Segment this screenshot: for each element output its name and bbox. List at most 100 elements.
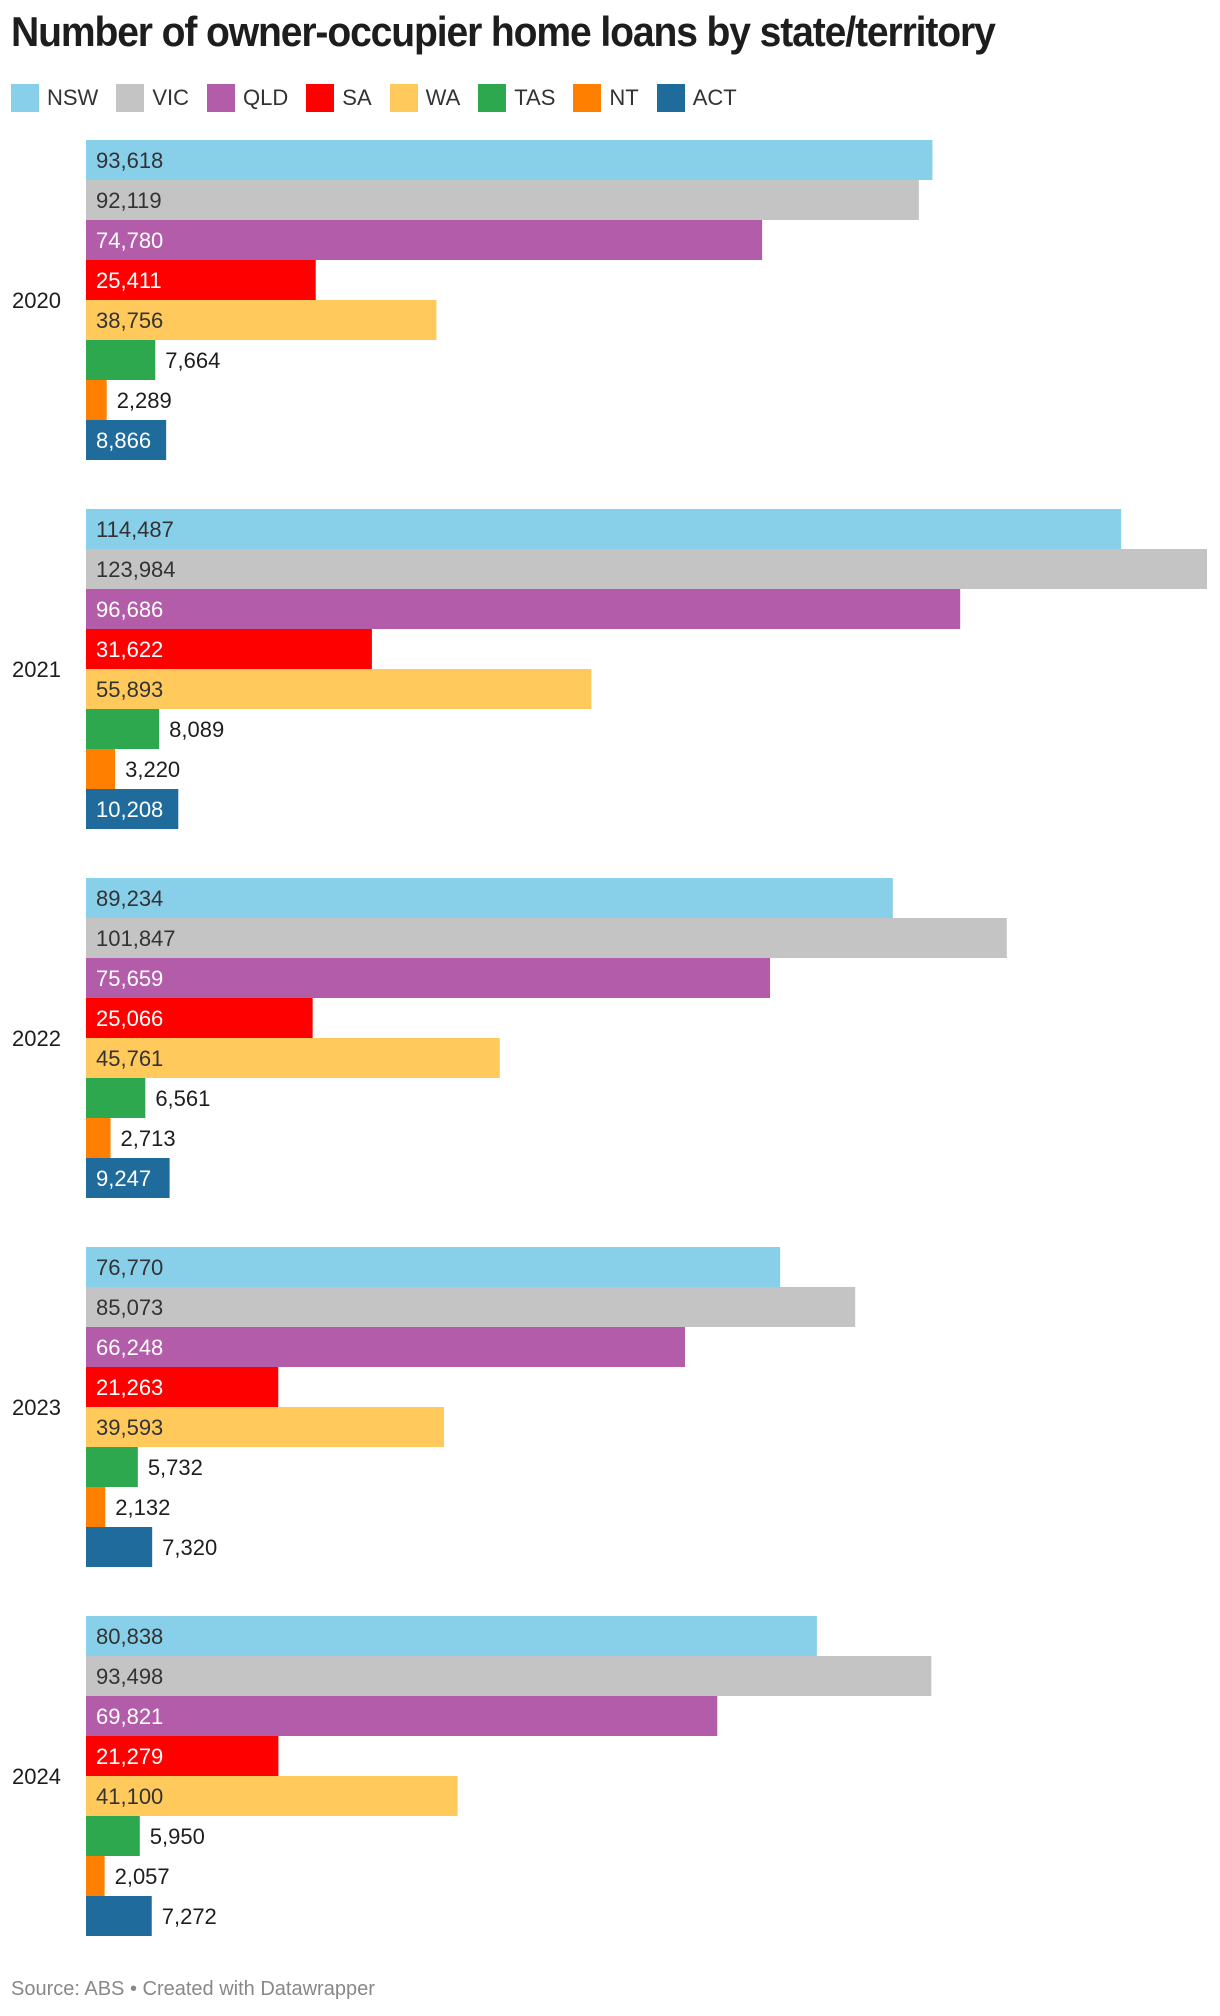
bar-nsw-2022	[86, 878, 893, 918]
data-label-act-2020: 8,866	[96, 428, 151, 453]
data-label-tas-2024: 5,950	[150, 1824, 205, 1849]
data-label-nt-2023: 2,132	[115, 1495, 170, 1520]
bar-qld-2021	[86, 589, 961, 629]
bar-nt-2020	[86, 380, 107, 420]
data-label-wa-2023: 39,593	[96, 1415, 163, 1440]
legend-item-act: ACT	[656, 84, 737, 112]
legend-label: NT	[609, 85, 639, 110]
bar-wa-2024	[86, 1776, 458, 1816]
data-label-nt-2022: 2,713	[121, 1126, 176, 1151]
bar-act-2024	[86, 1896, 152, 1936]
bar-tas-2023	[86, 1447, 138, 1487]
bar-tas-2024	[86, 1816, 140, 1856]
legend-swatch	[306, 84, 335, 112]
bar-tas-2022	[86, 1078, 146, 1118]
bar-sa-2023	[86, 1367, 279, 1407]
bar-nsw-2024	[86, 1616, 817, 1656]
data-label-vic-2024: 93,498	[96, 1664, 163, 1689]
data-label-nt-2024: 2,057	[115, 1864, 170, 1889]
data-label-qld-2021: 96,686	[96, 597, 163, 622]
bar-qld-2022	[86, 958, 771, 998]
category-label-2020: 2020	[12, 288, 61, 313]
category-label-2021: 2021	[12, 657, 61, 682]
data-label-wa-2022: 45,761	[96, 1046, 163, 1071]
bar-nsw-2021	[86, 509, 1122, 549]
legend: NSW VIC QLD SA WA TAS NT ACT	[11, 84, 755, 112]
legend-item-vic: VIC	[116, 84, 189, 112]
legend-swatch	[389, 84, 418, 112]
bar-wa-2020	[86, 300, 437, 340]
bar-tas-2021	[86, 709, 160, 749]
data-label-sa-2023: 21,263	[96, 1375, 163, 1400]
legend-swatch	[207, 84, 236, 112]
category-label-2023: 2023	[12, 1395, 61, 1420]
bar-sa-2021	[86, 629, 372, 669]
data-label-nsw-2023: 76,770	[96, 1255, 163, 1280]
bar-wa-2021	[86, 669, 592, 709]
legend-label: VIC	[152, 85, 190, 110]
legend-label: WA	[425, 85, 461, 110]
bar-nt-2023	[86, 1487, 106, 1527]
chart-title: Number of owner-occupier home loans by s…	[11, 8, 996, 55]
bar-act-2021	[86, 789, 179, 829]
legend-item-nt: NT	[573, 84, 639, 112]
source-footer: Source: ABS • Created with Datawrapper	[11, 1978, 375, 2000]
bar-vic-2024	[86, 1656, 932, 1696]
legend-item-qld: QLD	[207, 84, 288, 112]
data-label-qld-2024: 69,821	[96, 1704, 163, 1729]
data-label-act-2021: 10,208	[96, 797, 163, 822]
bar-wa-2023	[86, 1407, 444, 1447]
data-label-qld-2022: 75,659	[96, 966, 163, 991]
bar-qld-2020	[86, 220, 763, 260]
data-label-wa-2024: 41,100	[96, 1784, 163, 1809]
legend-item-nsw: NSW	[11, 84, 98, 112]
legend-label: TAS	[514, 85, 556, 110]
category-label-2024: 2024	[12, 1764, 61, 1789]
data-label-vic-2022: 101,847	[96, 926, 176, 951]
bar-qld-2023	[86, 1327, 685, 1367]
legend-swatch	[573, 84, 602, 112]
bar-vic-2020	[86, 180, 919, 220]
data-label-nsw-2020: 93,618	[96, 148, 163, 173]
legend-swatch	[656, 84, 685, 112]
bar-sa-2022	[86, 998, 313, 1038]
bar-act-2022	[86, 1158, 170, 1198]
data-label-tas-2020: 7,664	[165, 348, 220, 373]
data-label-wa-2020: 38,756	[96, 308, 163, 333]
data-label-nt-2020: 2,289	[117, 388, 172, 413]
legend-swatch	[116, 84, 145, 112]
data-label-nsw-2022: 89,234	[96, 886, 163, 911]
legend-label: ACT	[692, 85, 737, 110]
bar-nsw-2020	[86, 140, 933, 180]
bar-vic-2021	[86, 549, 1207, 589]
data-label-vic-2023: 85,073	[96, 1295, 163, 1320]
legend-item-wa: WA	[389, 84, 461, 112]
bar-nsw-2023	[86, 1247, 781, 1287]
bar-wa-2022	[86, 1038, 500, 1078]
data-label-sa-2021: 31,622	[96, 637, 163, 662]
data-label-wa-2021: 55,893	[96, 677, 163, 702]
bar-nt-2022	[86, 1118, 111, 1158]
data-label-qld-2023: 66,248	[96, 1335, 163, 1360]
data-label-act-2024: 7,272	[162, 1904, 217, 1929]
bar-sa-2024	[86, 1736, 279, 1776]
data-label-vic-2020: 92,119	[96, 188, 162, 213]
category-label-2022: 2022	[12, 1026, 61, 1051]
data-label-act-2022: 9,247	[96, 1166, 151, 1191]
data-label-sa-2020: 25,411	[96, 268, 162, 293]
legend-label: NSW	[47, 85, 99, 110]
legend-item-sa: SA	[306, 84, 372, 112]
bar-act-2020	[86, 420, 167, 460]
data-label-act-2023: 7,320	[162, 1535, 217, 1560]
legend-label: SA	[342, 85, 372, 110]
legend-label: QLD	[243, 85, 289, 110]
bar-tas-2020	[86, 340, 156, 380]
legend-swatch	[11, 84, 39, 112]
data-label-nsw-2021: 114,487	[96, 517, 174, 542]
data-label-vic-2021: 123,984	[96, 557, 176, 582]
bar-qld-2024	[86, 1696, 718, 1736]
data-label-tas-2023: 5,732	[148, 1455, 203, 1480]
bar-nt-2021	[86, 749, 116, 789]
data-label-tas-2022: 6,561	[155, 1086, 210, 1111]
